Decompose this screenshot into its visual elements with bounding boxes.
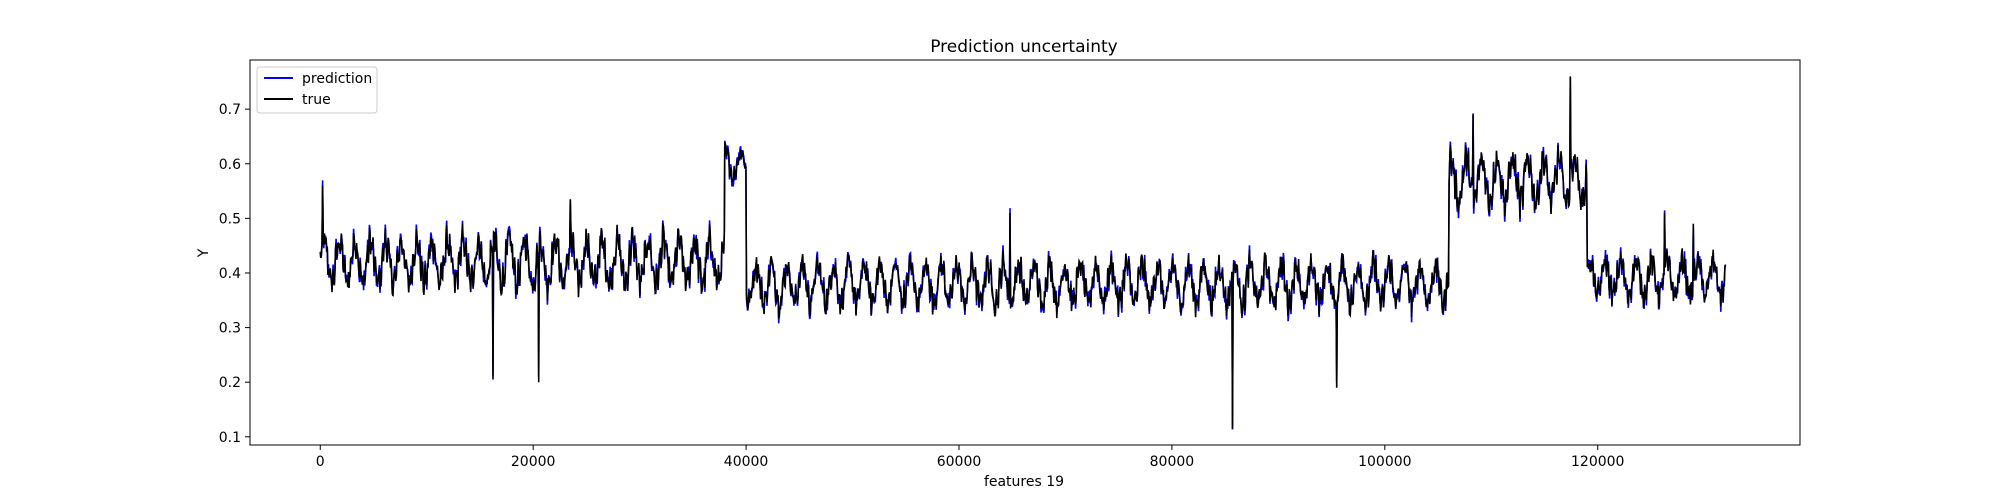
y-axis: 0.1 0.2 0.3 0.4 0.5 0.6 0.7 [219,102,250,446]
y-tick-label: 0.5 [219,211,241,227]
x-tick-label: 120000 [1571,454,1624,470]
x-axis-label: features 19 [984,474,1064,490]
x-tick-label: 40000 [724,454,769,470]
legend: prediction true [256,66,378,114]
x-tick-label: 100000 [1358,454,1411,470]
series-line-true [319,76,1727,429]
y-tick-label: 0.7 [219,102,241,118]
y-tick-label: 0.4 [219,266,241,282]
x-tick-label: 20000 [511,454,556,470]
series-layer [319,76,1727,430]
legend-label-true: true [302,92,331,108]
y-tick-label: 0.6 [219,157,241,173]
y-tick-label: 0.3 [219,321,241,337]
y-tick-label: 0.2 [219,375,241,391]
series-line-prediction [319,77,1727,430]
chart-title: Prediction uncertainty [930,37,1118,57]
x-axis: 0 20000 40000 60000 80000 100000 120000 [316,445,1624,470]
legend-label-prediction: prediction [302,71,372,87]
y-axis-label: Y [196,248,212,258]
plot-area [249,59,1801,446]
x-tick-label: 0 [316,454,325,470]
y-tick-label: 0.1 [219,430,241,446]
x-tick-label: 80000 [1150,454,1195,470]
x-tick-label: 60000 [937,454,982,470]
